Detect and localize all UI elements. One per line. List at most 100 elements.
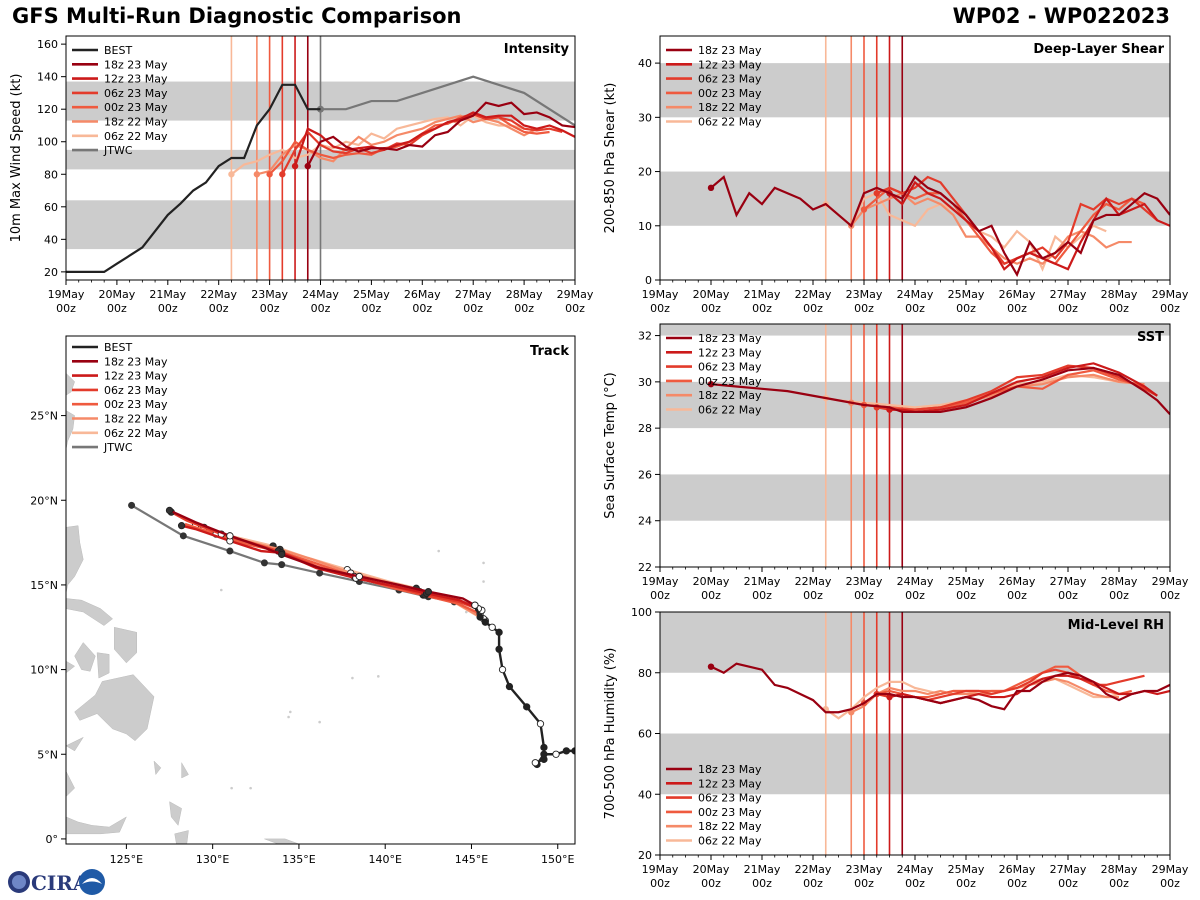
rh-series-line [850, 677, 1119, 714]
track-x-tick-label: 140°E [368, 853, 401, 866]
track-jtwc-point [316, 569, 324, 577]
track-land-shape [264, 838, 300, 844]
track-legend-label: 18z 23 May [104, 355, 168, 368]
intensity-series-line [281, 112, 563, 175]
rh-series-start-point [707, 663, 715, 670]
sst-x-tick-label: 26May [999, 575, 1036, 588]
shear-y-tick-label: 10 [638, 220, 652, 233]
shear-series-start-point [860, 206, 868, 213]
shear-title: Deep-Layer Shear [1033, 42, 1164, 57]
track-best-point [488, 623, 496, 631]
rh-legend-label: 12z 23 May [698, 777, 762, 790]
shear-x-tick-label: 25May [948, 288, 985, 301]
shear-y-axis: 0 10 20 30 40 [638, 57, 660, 287]
intensity-y-tick-label: 40 [44, 233, 58, 246]
intensity-x-tick-sublabel: 00z [463, 302, 483, 315]
track-island-dot [482, 561, 485, 565]
rh-x-tick-sublabel: 00z [1058, 877, 1078, 890]
intensity-x-tick-sublabel: 00z [158, 302, 178, 315]
rh-title: Mid-Level RH [1068, 618, 1164, 633]
track-best-point [540, 743, 548, 752]
track-island-dot [377, 675, 380, 678]
rh-x-tick-label: 23May [846, 863, 883, 876]
rh-x-tick-sublabel: 00z [905, 877, 925, 890]
rh-x-tick-sublabel: 00z [650, 877, 670, 890]
track-land-shape [74, 642, 96, 672]
intensity-legend-label: 18z 22 May [104, 116, 168, 129]
track-best-point [552, 750, 560, 758]
track-plot-area [66, 372, 575, 844]
sst-title: SST [1137, 330, 1164, 345]
intensity-y-tick-label: 100 [37, 136, 58, 149]
track-x-tick-label: 150°E [541, 853, 574, 866]
shear-y-tick-label: 0 [645, 274, 652, 287]
rh-y-axis: 20 40 60 80 100 [631, 606, 660, 862]
sst-y-tick-label: 26 [638, 468, 652, 481]
intensity-legend-label: 00z 23 May [104, 101, 168, 114]
logo-seal-swoosh [82, 878, 102, 884]
track-x-tick-label: 130°E [196, 853, 229, 866]
rh-plot-area [660, 612, 1170, 855]
track-island-dot [482, 580, 485, 583]
shear-x-tick-sublabel: 00z [752, 302, 772, 315]
track-y-tick-label: 25°N [30, 410, 58, 423]
shear-legend-label: 00z 23 May [698, 87, 762, 100]
track-land-shape [66, 660, 76, 674]
intensity-y-tick-label: 140 [37, 71, 58, 84]
shear-series-start-point [873, 190, 880, 197]
track-jtwc-point [260, 559, 268, 567]
track-land-shape [114, 626, 137, 664]
intensity-x-tick-label: 26May [404, 288, 441, 301]
track-land-shape [66, 598, 113, 626]
sst-x-tick-sublabel: 00z [905, 589, 925, 602]
sst-x-tick-label: 19May [642, 575, 679, 588]
rh-x-tick-label: 27May [1050, 863, 1087, 876]
sst-x-tick-label: 28May [1101, 575, 1138, 588]
shear-x-tick-label: 24May [897, 288, 934, 301]
intensity-x-tick-sublabel: 00z [107, 302, 127, 315]
intensity-series-start-point [304, 162, 311, 170]
track-legend-label: BEST [104, 341, 132, 354]
track-y-tick-label: 5°N [37, 748, 58, 761]
shear-x-tick-label: 19May [642, 288, 679, 301]
rh-x-tick-label: 22May [795, 863, 832, 876]
sst-band [660, 474, 1170, 521]
intensity-plot-area [66, 36, 575, 280]
track-land-shape [74, 674, 155, 742]
intensity-series-line [306, 101, 575, 167]
rh-legend-label: 18z 23 May [698, 763, 762, 776]
rh-x-tick-sublabel: 00z [1007, 877, 1027, 890]
sst-plot-area [660, 324, 1170, 567]
rh-band [660, 733, 1170, 795]
rh-x-tick-sublabel: 00z [956, 877, 976, 890]
intensity-x-tick-sublabel: 00z [260, 302, 280, 315]
track-best-point [531, 759, 539, 767]
intensity-y-label: 10m Max Wind Speed (kt) [9, 74, 24, 243]
intensity-x-tick-sublabel: 00z [209, 302, 229, 315]
sst-y-label: Sea Surface Temp (°C) [603, 372, 618, 519]
track-x-tick-label: 125°E [110, 853, 143, 866]
sst-x-tick-label: 22May [795, 575, 832, 588]
intensity-y-tick-label: 120 [37, 103, 58, 116]
sst-legend-label: 18z 22 May [698, 389, 762, 402]
shear-legend-label: 06z 22 May [698, 116, 762, 129]
intensity-x-axis: 19May00z20May00z21May00z22May00z23May00z… [48, 280, 594, 315]
shear-x-tick-sublabel: 00z [905, 302, 925, 315]
sst-x-tick-sublabel: 00z [1160, 589, 1180, 602]
shear-x-tick-sublabel: 00z [803, 302, 823, 315]
intensity-series-start-point [266, 171, 273, 178]
intensity-y-tick-label: 20 [44, 266, 58, 279]
intensity-y-tick-label: 80 [44, 168, 58, 181]
intensity-x-tick-label: 22May [200, 288, 237, 301]
intensity-x-tick-label: 25May [353, 288, 390, 301]
track-island-dot [351, 676, 354, 680]
track-best-point [540, 755, 548, 763]
logo-seal-icon [79, 869, 105, 895]
shear-y-tick-label: 40 [638, 57, 652, 70]
sst-x-tick-sublabel: 00z [1109, 589, 1129, 602]
sst-x-tick-sublabel: 00z [1058, 589, 1078, 602]
track-series-point [165, 506, 174, 515]
track-y-tick-label: 15°N [30, 579, 58, 592]
